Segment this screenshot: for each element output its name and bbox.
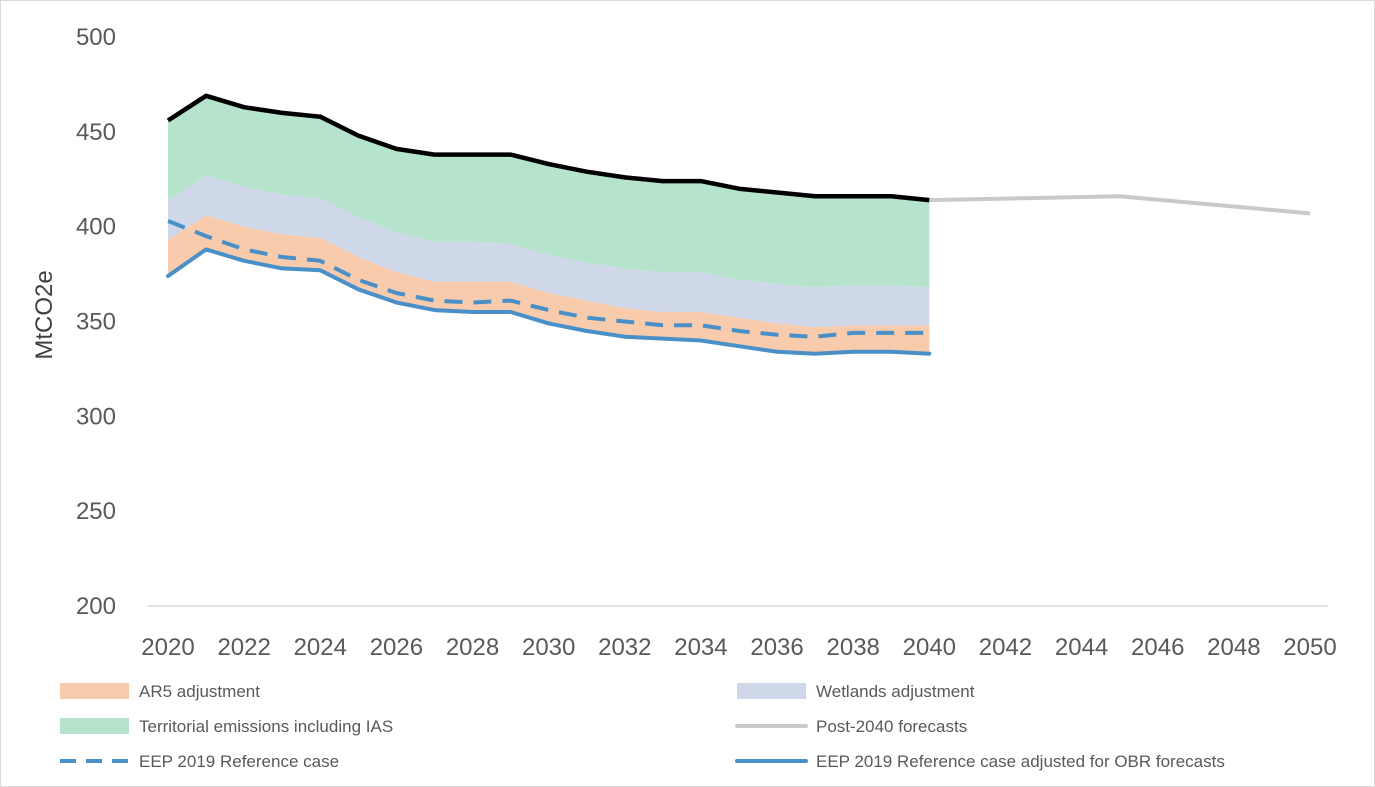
x-tick-label: 2032 — [598, 634, 651, 661]
area-ar5-adjustment — [168, 215, 930, 354]
legend-item-eep-2019-reference-case-adjusted-for-obr-forecasts: EEP 2019 Reference case adjusted for OBR… — [735, 752, 1225, 771]
x-tick-label: 2042 — [979, 634, 1032, 661]
y-tick-label: 500 — [76, 24, 116, 51]
y-tick-label: 200 — [76, 593, 116, 620]
y-tick-label: 400 — [76, 214, 116, 241]
x-tick-label: 2044 — [1055, 634, 1108, 661]
legend-swatch — [737, 683, 806, 699]
x-tick-label: 2028 — [446, 634, 499, 661]
x-tick-label: 2040 — [903, 634, 956, 661]
area-wetlands-adjustment — [168, 175, 930, 328]
legend: AR5 adjustment Wetlands adjustment Territo… — [60, 682, 1225, 771]
legend-label: Territorial emissions including IAS — [139, 717, 393, 736]
legend-label: Post-2040 forecasts — [816, 717, 967, 736]
series-line-post-2040-forecasts — [929, 194, 1311, 216]
x-tick-label: 2038 — [827, 634, 880, 661]
legend-label: AR5 adjustment — [139, 682, 260, 701]
legend-item-wetlands-adjustment: Wetlands adjustment — [737, 682, 975, 701]
x-tick-label: 2050 — [1283, 634, 1336, 661]
legend-item-post-2040-forecasts: Post-2040 forecasts — [735, 717, 967, 736]
x-axis-ticks: 2020 2022 2024 2026 2028 2030 2032 2034 2036 2038… — [141, 634, 1336, 661]
series-line-eep-2019-reference-case-adjusted-for-obr-forecasts — [166, 247, 932, 356]
legend-item-territorial-emissions-including-ias: Territorial emissions including IAS — [60, 717, 393, 736]
legend-swatch — [60, 718, 129, 734]
y-tick-label: 350 — [76, 309, 116, 336]
stacked-areas — [168, 95, 930, 354]
series-line-eep-2019-reference-case — [167, 219, 930, 339]
legend-item-eep-2019-reference-case: EEP 2019 Reference case — [60, 752, 339, 771]
series-lines — [166, 93, 1311, 356]
x-tick-label: 2036 — [750, 634, 803, 661]
x-tick-label: 2020 — [141, 634, 194, 661]
x-tick-label: 2046 — [1131, 634, 1184, 661]
x-tick-label: 2024 — [294, 634, 347, 661]
area-territorial-emissions-including-ias — [168, 95, 930, 288]
y-tick-label: 450 — [76, 119, 116, 146]
x-tick-label: 2034 — [674, 634, 727, 661]
y-axis-ticks: 200 250 300 350 400 450 500 — [76, 24, 116, 620]
legend-label: EEP 2019 Reference case — [139, 752, 339, 771]
legend-item-ar5-adjustment: AR5 adjustment — [60, 682, 260, 701]
y-tick-label: 250 — [76, 498, 116, 525]
x-tick-label: 2022 — [217, 634, 270, 661]
legend-label: Wetlands adjustment — [816, 682, 975, 701]
x-tick-label: 2030 — [522, 634, 575, 661]
x-tick-label: 2048 — [1207, 634, 1260, 661]
x-tick-label: 2026 — [370, 634, 423, 661]
y-tick-label: 300 — [76, 403, 116, 430]
y-axis-label: MtCO2e — [31, 270, 58, 359]
legend-swatch — [60, 683, 129, 699]
legend-label: EEP 2019 Reference case adjusted for OBR… — [816, 752, 1225, 771]
series-line-territorial-emissions-including-ias-outline — [166, 93, 930, 203]
